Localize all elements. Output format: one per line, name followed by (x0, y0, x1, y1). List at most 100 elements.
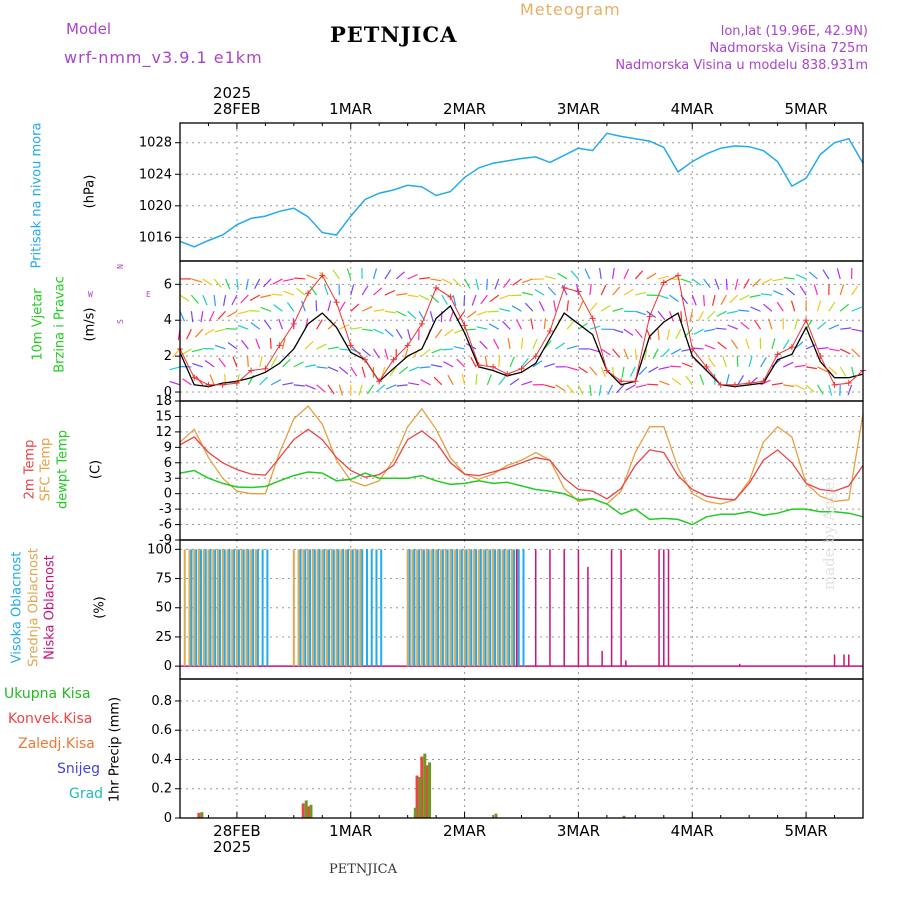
precip-total-bar (200, 812, 204, 818)
wind-arrow (839, 303, 850, 312)
x-tick-label-bottom: 1MAR (329, 822, 372, 840)
wind-arrow (670, 348, 682, 355)
cloud-mid-label: Srednja Oblacnost (26, 548, 42, 667)
wind-arrow (635, 291, 647, 296)
wind-gust-marker (475, 362, 482, 369)
wind-arrow (240, 294, 249, 304)
wind-arrow (760, 357, 767, 368)
wind-arrow (566, 384, 575, 394)
wind-arrow (376, 384, 386, 393)
wind-gust-marker (675, 272, 682, 279)
y-tick-label: 1020 (139, 199, 172, 214)
wind-arrow (625, 384, 636, 391)
wind-gust-marker (717, 381, 724, 388)
wind-arrow (753, 319, 762, 330)
wind-arrow (657, 275, 669, 280)
compass-s: S (115, 319, 125, 324)
wind-arrow (739, 294, 750, 301)
wind-arrow (418, 294, 430, 301)
wind-arrow (726, 310, 738, 314)
y-tick-label: -6 (159, 518, 172, 533)
wind-gust-marker (746, 380, 753, 387)
wind-arrow (566, 320, 575, 330)
precip-hail-label: Grad (69, 786, 104, 802)
y-tick-label: 0 (164, 811, 172, 826)
wind-arrow (192, 362, 203, 368)
wind-arrow (338, 366, 349, 375)
y-tick-label: 1024 (139, 167, 172, 182)
wind-arrow (461, 373, 466, 385)
wind-arrow (373, 287, 383, 296)
wind-arrow (384, 289, 396, 296)
wind-arrow (566, 366, 578, 371)
wind-arrow (429, 311, 434, 323)
wind-arrow (577, 384, 584, 396)
wind-arrow (752, 278, 761, 287)
precip-total-bar (428, 762, 432, 818)
wind-arrow (262, 278, 272, 288)
wind-arrow (657, 294, 669, 300)
wind-gust-marker (760, 378, 767, 385)
wind-arrow (693, 328, 704, 335)
wind-arrow (577, 300, 584, 312)
wind-arrow (776, 301, 784, 312)
wind-gust-marker (504, 371, 511, 378)
wind-gust-marker (561, 284, 568, 291)
precip-total-bar (309, 804, 313, 818)
wind-gust-marker (361, 356, 368, 363)
wind-gust-marker (418, 320, 425, 327)
wind-arrow (398, 366, 409, 375)
wind-arrow (658, 380, 670, 386)
wind-arrow (190, 311, 194, 323)
wind-arrow (471, 294, 477, 306)
wind-arrow (725, 374, 730, 385)
y-tick-label: 75 (155, 572, 172, 587)
wind-arrow (493, 338, 500, 350)
wind-arrow (600, 348, 611, 356)
wind-arrow (264, 320, 272, 330)
wind-arrow (452, 278, 462, 287)
wind-arrow (498, 375, 507, 386)
wind-arrow (828, 366, 838, 375)
wind-arrow (621, 366, 625, 378)
wind-gust-marker (404, 342, 411, 349)
wind-arrow (441, 294, 448, 305)
wind-arrow (389, 366, 397, 377)
panel-frame (179, 260, 864, 402)
precip-total-bar (423, 753, 427, 818)
wind-arrow (760, 379, 771, 386)
wind-arrow (734, 278, 739, 290)
wind-arrow (598, 384, 602, 396)
wind-arrow (704, 328, 716, 332)
wind-gust-marker (290, 320, 297, 327)
pressure-label: Pritisak na nivou mora (29, 122, 45, 269)
wind-arrow (534, 288, 545, 296)
wind-arrow (509, 378, 520, 386)
wind-arrow (304, 384, 316, 390)
wind-arrow (255, 338, 261, 350)
wind-arrow (740, 321, 750, 330)
compass-w: W (88, 290, 93, 299)
wind-arrow (179, 294, 190, 302)
wind-arrow (338, 384, 344, 396)
x-tick-label-bottom: 3MAR (557, 822, 600, 840)
wind-arrow (612, 348, 621, 358)
wind-arrow (783, 277, 795, 280)
x-tick-label-top: 2MAR (443, 100, 486, 118)
wind-arrow (544, 363, 555, 368)
wind-arrow (783, 361, 794, 368)
wind-arrow (589, 302, 598, 312)
wind-gust-marker (233, 380, 240, 387)
precip-snow-label: Snijeg (57, 761, 101, 777)
wind-arrow (479, 340, 488, 350)
wind-arrow (476, 310, 488, 316)
wind-arrow (612, 328, 624, 334)
wind-arrow (681, 362, 693, 368)
wind-arrow (350, 326, 362, 330)
wind-gust-marker (646, 313, 653, 320)
wind-arrow (725, 278, 728, 290)
dewpoint-line (179, 469, 864, 526)
wind-arrow (748, 356, 753, 368)
wind-arrow (647, 383, 659, 386)
wind-arrow (418, 277, 431, 280)
